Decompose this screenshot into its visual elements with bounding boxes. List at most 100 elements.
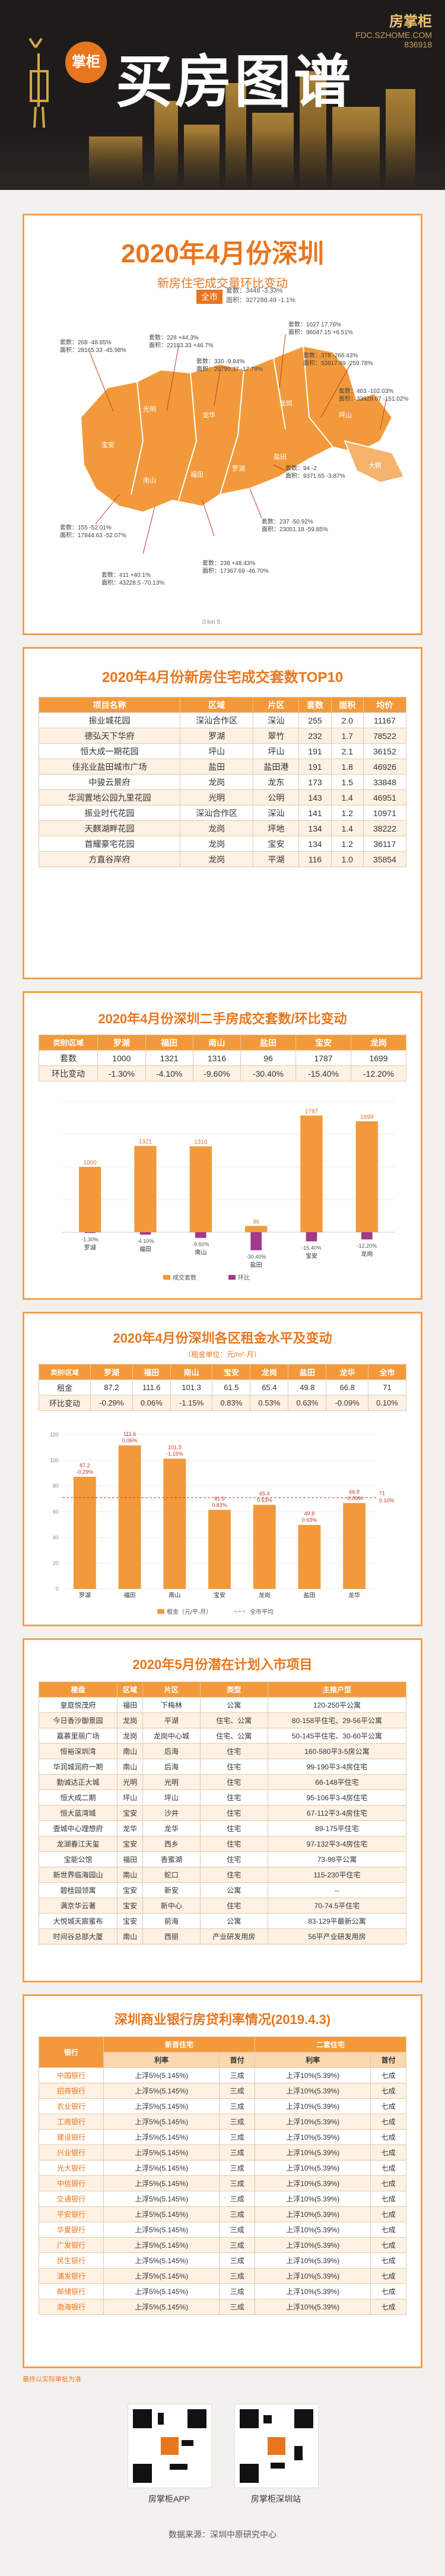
cell: 平湖 bbox=[253, 851, 300, 867]
row-label: 环比变动 bbox=[38, 1395, 91, 1411]
cell: 宝安 bbox=[117, 1805, 144, 1821]
legend-swatch bbox=[228, 1275, 236, 1280]
cell: 上浮5%(5.145%) bbox=[103, 2222, 220, 2238]
cell: 134 bbox=[298, 836, 332, 852]
cell: 南山 bbox=[117, 1867, 144, 1883]
cell: 191 bbox=[298, 743, 332, 759]
cell: 三成 bbox=[219, 2206, 255, 2222]
bar-change-label: 0.06% bbox=[122, 1438, 138, 1444]
cell: 95-106平3-4房住宅 bbox=[267, 1790, 407, 1806]
table-row: 建设银行 上浮5%(5.145%) 三成 上浮10%(5.39%) 七成 bbox=[39, 2129, 406, 2145]
table-row: 宝能公馆 福田 香蜜湖 住宅 73-98平公寓 bbox=[38, 1851, 407, 1867]
cell: -15.40% bbox=[295, 1065, 351, 1081]
bar-value-label: 1316 bbox=[194, 1139, 208, 1146]
rent-card: 2020年4月份深圳各区租金水平及变动 （租金单位：元/m²·月） 类别\区域罗… bbox=[23, 1312, 422, 1626]
cell: 西丽 bbox=[142, 1928, 201, 1944]
category-label: 盐田 bbox=[303, 1591, 315, 1599]
cell: 光明 bbox=[142, 1774, 201, 1790]
cell: 83-129平最新公寓 bbox=[267, 1913, 407, 1929]
cell: 1.5 bbox=[330, 774, 364, 790]
table-row: 恒裕深圳湾 南山 后海 住宅 160-580平3-5房公寓 bbox=[38, 1743, 407, 1759]
rent-unit-note: （租金单位：元/m²·月） bbox=[184, 1350, 261, 1359]
col-head: 片区 bbox=[142, 1682, 201, 1698]
cell: 光大银行 bbox=[39, 2160, 104, 2176]
cell: 七成 bbox=[370, 2144, 406, 2161]
cell: 65.4 bbox=[250, 1379, 289, 1395]
cell: 浦发银行 bbox=[39, 2268, 104, 2284]
projects-card: 2020年5月份潜在计划入市项目 楼盘 区域 片区 类型 主推户型 皇庭悦茂府 福田 下梅林… bbox=[23, 1638, 422, 1982]
legend-label: 成交套数 bbox=[173, 1274, 196, 1281]
rent-table: 类别\区域 罗湖 福田 南山 宝安 龙岗 盐田 龙华 全市 租金 87.2 111.6 101.3 61… bbox=[38, 1364, 407, 1411]
cell: 公寓 bbox=[199, 1697, 268, 1713]
cell: 蛇口 bbox=[142, 1867, 201, 1883]
col-head: 主推户型 bbox=[267, 1682, 407, 1698]
cell: 115-230平住宅 bbox=[267, 1867, 407, 1883]
cell: 三成 bbox=[219, 2114, 255, 2130]
cell: 111.6 bbox=[132, 1379, 171, 1395]
callout: 套数：155 -52.01% 面积：17844.63 -52.07% bbox=[60, 525, 126, 539]
cell: 住宅 bbox=[199, 1898, 268, 1914]
cell: 华润城润府一期 bbox=[38, 1759, 118, 1775]
district-label: 大鹏 bbox=[368, 461, 382, 469]
cell: 1.2 bbox=[330, 836, 364, 852]
cell: 住宅 bbox=[199, 1774, 268, 1790]
qr-code-app[interactable] bbox=[128, 2404, 212, 2488]
cell: 三成 bbox=[219, 2268, 255, 2284]
cell: 光明 bbox=[180, 789, 254, 805]
cell: 南山 bbox=[117, 1928, 144, 1944]
col-head: 宝安 bbox=[295, 1035, 351, 1051]
bar-value-label: 96 bbox=[253, 1219, 260, 1225]
sub-head: 利率 bbox=[254, 2052, 371, 2068]
y-tick-label: 0 bbox=[56, 1586, 59, 1592]
cell: 1316 bbox=[192, 1050, 241, 1066]
callout: 套数：330 -9.84% 面积：29790.37 -17.78% bbox=[196, 359, 263, 373]
cell: 89-175平住宅 bbox=[267, 1820, 407, 1836]
cell: 上浮10%(5.39%) bbox=[254, 2206, 371, 2222]
sub-head: 首付 bbox=[219, 2052, 255, 2068]
table-row: 今日香沙御景园 龙岗 平湖 住宅、公寓 80-158平住宅、29-56平公寓 bbox=[38, 1712, 407, 1728]
cell: 71 bbox=[367, 1379, 407, 1395]
cell: -0.09% bbox=[326, 1395, 368, 1411]
rent-title: 2020年4月份深圳各区租金水平及变动 bbox=[113, 1331, 332, 1346]
table-row: 恒大成一期花园 坪山 坪山 191 2.1 36152 bbox=[38, 743, 407, 759]
bar-change-label: 0.83% bbox=[212, 1502, 227, 1508]
qr1-label: 房掌柜APP bbox=[148, 2494, 190, 2504]
cell: 101.3 bbox=[170, 1379, 213, 1395]
district-label: 龙华 bbox=[202, 411, 215, 419]
cell: 上浮5%(5.145%) bbox=[103, 2283, 220, 2299]
cell: 1.7 bbox=[330, 728, 364, 744]
bar-value-label: 101.3 bbox=[168, 1445, 182, 1451]
table-row: 勤诚达正大城 光明 光明 住宅 66-148平住宅 bbox=[38, 1774, 407, 1790]
cell: 七成 bbox=[370, 2160, 406, 2176]
cell: 天麒湖畔花园 bbox=[38, 820, 181, 836]
cell: 中信银行 bbox=[39, 2175, 104, 2191]
category-label: 盐田 bbox=[250, 1261, 262, 1268]
legend-label: 环比 bbox=[238, 1274, 250, 1281]
cell: 七成 bbox=[370, 2098, 406, 2114]
cell: 三成 bbox=[219, 2175, 255, 2191]
cell: 191 bbox=[298, 759, 332, 775]
category-label: 南山 bbox=[169, 1591, 180, 1599]
bar bbox=[73, 1477, 96, 1589]
cell: 公寓 bbox=[199, 1882, 268, 1898]
table-row: 招商银行 上浮5%(5.145%) 三成 上浮10%(5.39%) 七成 bbox=[39, 2083, 406, 2099]
cell: 上浮10%(5.39%) bbox=[254, 2237, 371, 2253]
qr-code-site[interactable] bbox=[234, 2404, 319, 2488]
cell: 七成 bbox=[370, 2175, 406, 2191]
cell: 36152 bbox=[363, 743, 407, 759]
bar-value-label: 65.4 bbox=[259, 1490, 270, 1496]
cell: 116 bbox=[298, 851, 332, 867]
col-head: 福田 bbox=[132, 1364, 171, 1380]
y-tick-label: 100 bbox=[50, 1457, 59, 1463]
cell: 七成 bbox=[370, 2268, 406, 2284]
col-head: 套数 bbox=[298, 697, 332, 713]
callout: 套数：94 -2 面积：9371.65 -3.87% bbox=[285, 465, 345, 480]
callout: 套数：228 +44.3% 面积：22183.33 +46.7% bbox=[149, 335, 214, 349]
district-label: 宝安 bbox=[101, 440, 115, 449]
cell: 1.4 bbox=[330, 789, 364, 805]
projects-table: 楼盘 区域 片区 类型 主推户型 皇庭悦茂府 福田 下梅林 公寓 120-250平公寓 今日香沙御… bbox=[38, 1682, 407, 1944]
table-row: 平安银行 上浮5%(5.145%) 三成 上浮10%(5.39%) 七成 bbox=[39, 2206, 406, 2222]
cell: 勤诚达正大城 bbox=[38, 1774, 118, 1790]
bar-value-label: 111.6 bbox=[123, 1431, 136, 1437]
district-label: 南山 bbox=[143, 477, 156, 484]
